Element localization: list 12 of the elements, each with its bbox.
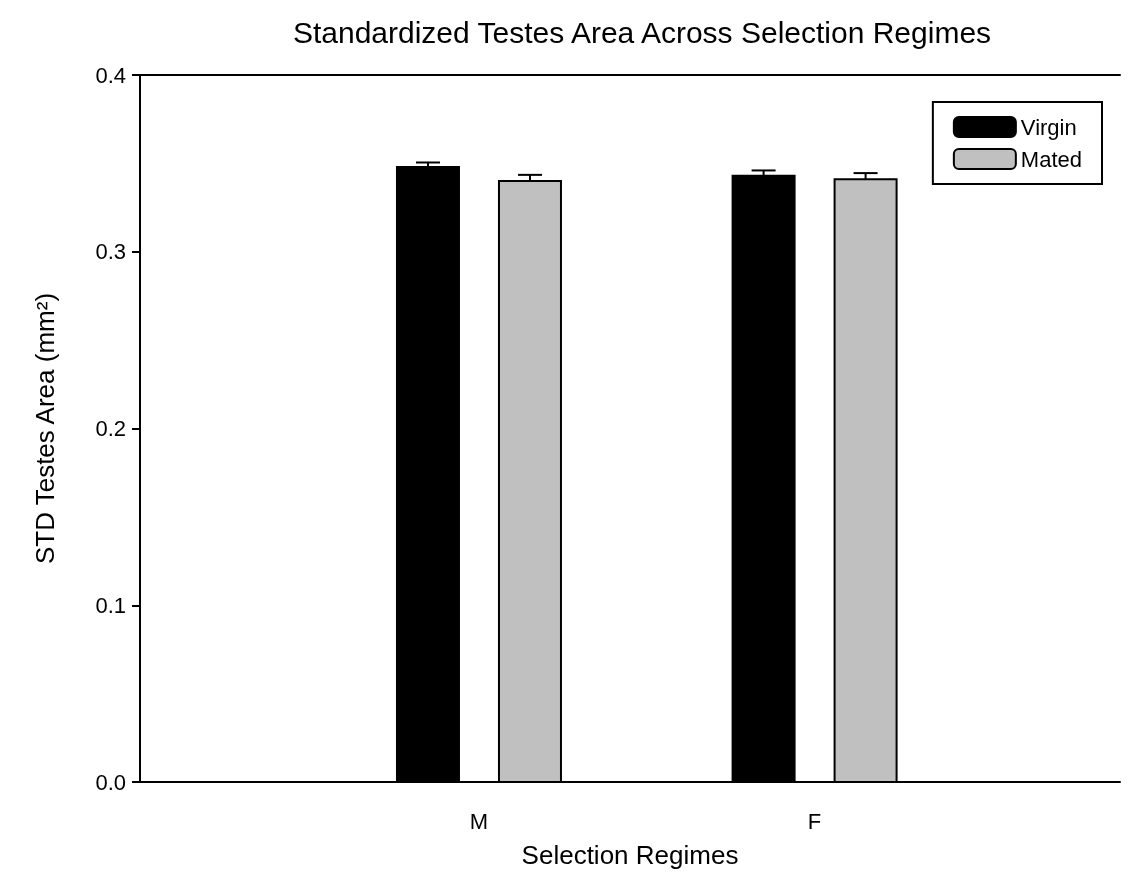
legend-label: Mated bbox=[1020, 146, 1083, 172]
y-tick-label: 0.1 bbox=[95, 592, 126, 618]
y-tick-label: 0.0 bbox=[95, 769, 126, 795]
x-tick-label: M bbox=[469, 808, 489, 834]
y-tick-label: 0.3 bbox=[95, 239, 126, 265]
x-axis-title: Selection Regimes bbox=[521, 840, 739, 870]
y-axis-title: STD Testes Area (mm²) bbox=[30, 292, 60, 565]
y-tick-label: 0.2 bbox=[95, 416, 126, 441]
legend-label: Virgin bbox=[1020, 114, 1077, 140]
y-tick-label: 0.4 bbox=[95, 62, 126, 88]
x-tick-label: F bbox=[807, 808, 822, 834]
chart-title: Standardized Testes Area Across Selection Regimes bbox=[292, 15, 992, 49]
